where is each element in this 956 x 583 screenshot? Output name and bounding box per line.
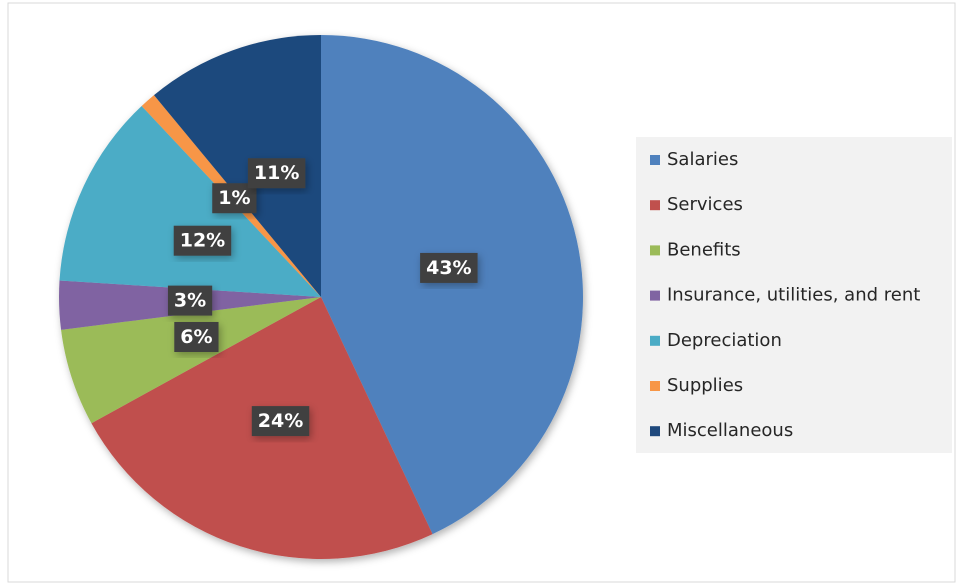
data-label-box bbox=[167, 285, 213, 316]
legend-swatch bbox=[650, 426, 660, 437]
data-labels: 43% 24% 6% 3% 12% 1%11% bbox=[167, 158, 478, 437]
legend-label: Salaries bbox=[667, 149, 738, 170]
legend-swatch bbox=[650, 155, 660, 165]
legend-box bbox=[636, 137, 952, 453]
data-label-text: 43% bbox=[426, 257, 471, 279]
legend-swatch bbox=[650, 381, 660, 391]
legend-swatch bbox=[650, 200, 660, 211]
legend-swatch bbox=[650, 245, 660, 256]
data-label-box bbox=[173, 225, 232, 256]
data-label-text: 6% bbox=[180, 326, 212, 348]
legend: Salaries Services Benefits Insurance, utili… bbox=[650, 149, 920, 441]
data-label: 12% bbox=[173, 225, 232, 256]
pie-slice bbox=[153, 35, 321, 297]
data-label: 3% bbox=[167, 285, 213, 316]
data-label-box bbox=[251, 406, 310, 437]
data-label-box bbox=[247, 158, 306, 189]
data-label-text: 24% bbox=[258, 410, 303, 432]
data-label: 6% bbox=[174, 321, 219, 352]
data-label: 43% bbox=[420, 252, 478, 283]
data-label: 11% bbox=[247, 158, 306, 189]
legend-label: Services bbox=[667, 194, 743, 215]
legend-label: Insurance, utilities, and rent bbox=[667, 285, 920, 306]
legend-label: Miscellaneous bbox=[667, 420, 793, 441]
legend-swatch bbox=[650, 290, 660, 301]
legend-swatch bbox=[650, 335, 660, 346]
data-label-box bbox=[174, 321, 219, 352]
data-label-text: 3% bbox=[174, 290, 206, 312]
pie-slice bbox=[59, 106, 321, 297]
legend-label: Benefits bbox=[667, 239, 741, 260]
data-label: 24% bbox=[251, 406, 310, 437]
pie-slice bbox=[321, 35, 583, 535]
legend-label: Supplies bbox=[667, 375, 743, 396]
pie bbox=[59, 35, 583, 559]
legend-label: Depreciation bbox=[667, 330, 782, 351]
data-label-box bbox=[420, 252, 478, 283]
data-label-text: 12% bbox=[180, 230, 225, 252]
data-label-text: 1% bbox=[218, 187, 250, 209]
data-label-text: 11% bbox=[254, 162, 299, 184]
pie-slice bbox=[61, 297, 321, 424]
